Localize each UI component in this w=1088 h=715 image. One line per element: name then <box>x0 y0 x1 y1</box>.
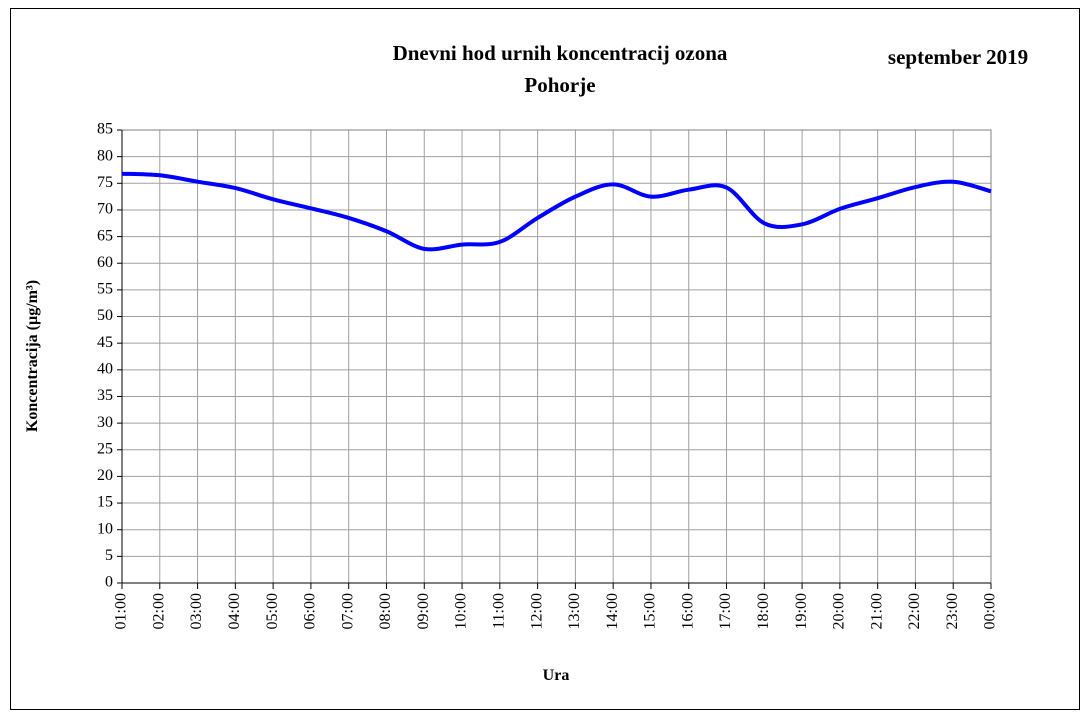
y-axis-label: Koncentracija (µg/m³) <box>24 280 41 432</box>
x-tick-label: 06:00 <box>302 593 319 629</box>
x-tick-label: 15:00 <box>642 593 659 629</box>
x-tick-label: 16:00 <box>679 593 696 629</box>
x-tick-label: 20:00 <box>831 593 848 629</box>
x-tick-label: 23:00 <box>944 593 961 629</box>
x-tick-label: 19:00 <box>793 593 810 629</box>
x-axis-label: Ura <box>543 667 570 684</box>
y-tick-label: 50 <box>97 307 113 324</box>
x-tick-label: 02:00 <box>150 593 167 629</box>
x-tick-label: 01:00 <box>113 593 130 629</box>
x-tick-label: 21:00 <box>868 593 885 629</box>
x-tick-label: 10:00 <box>453 593 470 629</box>
x-tick-label: 18:00 <box>755 593 772 629</box>
x-tick-label: 08:00 <box>377 593 394 629</box>
x-tick-label: 00:00 <box>982 593 999 629</box>
y-tick-label: 85 <box>97 121 113 138</box>
x-tick-label: 05:00 <box>264 593 281 629</box>
y-tick-label: 60 <box>97 254 113 271</box>
y-tick-label: 70 <box>97 201 113 218</box>
x-tick-label: 22:00 <box>906 593 923 629</box>
y-tick-label: 65 <box>97 227 113 244</box>
y-tick-label: 75 <box>97 174 113 191</box>
y-tick-label: 80 <box>97 147 113 164</box>
x-tick-label: 11:00 <box>490 593 507 629</box>
y-tick-label: 10 <box>97 520 113 537</box>
chart-subtitle: Pohorje <box>524 73 595 97</box>
x-tick-label: 13:00 <box>566 593 583 629</box>
y-tick-label: 35 <box>97 387 113 404</box>
y-tick-label: 20 <box>97 467 113 484</box>
x-tick-label: 17:00 <box>717 593 734 629</box>
x-tick-label: 12:00 <box>528 593 545 629</box>
y-tick-label: 30 <box>97 414 113 431</box>
x-tick-label: 09:00 <box>415 593 432 629</box>
y-tick-label: 40 <box>97 360 113 377</box>
y-tick-label: 5 <box>105 547 113 564</box>
x-tick-label: 07:00 <box>339 593 356 629</box>
annotation: september 2019 <box>888 45 1028 69</box>
x-tick-label: 03:00 <box>188 593 205 629</box>
x-tick-label: 14:00 <box>604 593 621 629</box>
y-tick-label: 55 <box>97 281 113 298</box>
chart-title: Dnevni hod urnih koncentracij ozona <box>393 41 728 65</box>
x-tick-label: 04:00 <box>226 593 243 629</box>
y-tick-label: 0 <box>105 574 113 591</box>
data-line <box>121 171 992 252</box>
chart-frame <box>10 8 1080 710</box>
y-tick-label: 15 <box>97 494 113 511</box>
y-tick-label: 45 <box>97 334 113 351</box>
y-tick-label: 25 <box>97 440 113 457</box>
